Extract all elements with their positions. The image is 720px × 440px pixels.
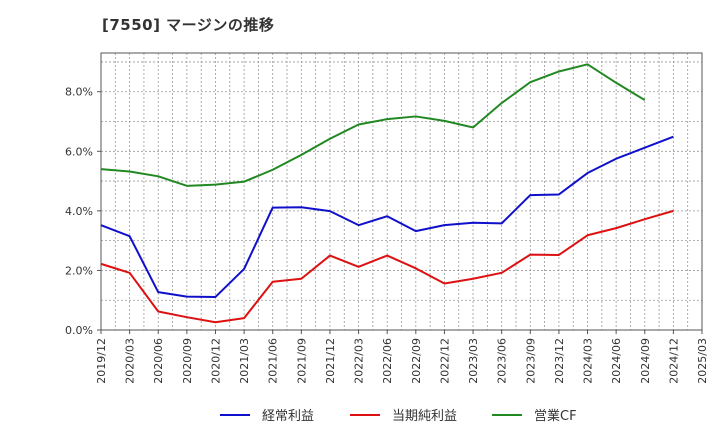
x-tick-label: 2021/09 <box>295 338 308 384</box>
x-tick-label: 2021/06 <box>267 338 280 384</box>
x-tick-label: 2022/03 <box>353 338 366 384</box>
x-tick-label: 2025/03 <box>696 338 709 384</box>
x-tick-label: 2021/03 <box>238 338 251 384</box>
plot-frame <box>100 52 703 331</box>
legend-label: 当期純利益 <box>392 409 457 424</box>
y-tick-label: 8.0% <box>65 86 93 99</box>
x-tick-label: 2023/09 <box>524 338 537 384</box>
series-lines <box>100 63 674 324</box>
grid-lines <box>100 53 703 330</box>
legend: 経常利益 当期純利益 営業CF <box>220 408 577 424</box>
x-tick-label: 2024/09 <box>639 338 652 384</box>
legend-label: 経常利益 <box>262 409 314 424</box>
x-tick-label: 2022/09 <box>410 338 423 384</box>
y-axis-ticks: 0.0% 2.0% 4.0% 6.0% 8.0% <box>65 86 101 337</box>
x-tick-label: 2020/03 <box>124 338 137 384</box>
x-tick-label: 2022/12 <box>438 338 451 384</box>
x-tick-label: 2024/03 <box>582 338 595 384</box>
x-tick-label: 2020/12 <box>209 338 222 384</box>
y-tick-label: 4.0% <box>65 205 93 218</box>
series-line-1 <box>100 135 674 298</box>
x-tick-label: 2024/12 <box>667 338 680 384</box>
x-tick-label: 2020/06 <box>152 338 165 384</box>
y-tick-label: 2.0% <box>65 264 93 277</box>
x-tick-label: 2023/06 <box>496 338 509 384</box>
x-tick-label: 2023/12 <box>553 338 566 384</box>
x-tick-label: 2019/12 <box>95 338 108 384</box>
x-tick-label: 2024/06 <box>610 338 623 384</box>
series-line-2 <box>100 209 674 324</box>
x-tick-label: 2020/09 <box>181 338 194 384</box>
chart-title: [7550] マージンの推移 <box>102 16 275 34</box>
x-axis-ticks: 2019/12 2020/03 2020/06 2020/09 2020/12 2021/… <box>95 330 709 384</box>
series-line-3 <box>100 63 646 187</box>
y-tick-label: 0.0% <box>65 324 93 337</box>
x-tick-label: 2022/06 <box>381 338 394 384</box>
y-tick-label: 6.0% <box>65 145 93 158</box>
legend-label: 営業CF <box>534 408 577 424</box>
x-tick-label: 2023/03 <box>467 338 480 384</box>
x-tick-label: 2021/12 <box>324 338 337 384</box>
